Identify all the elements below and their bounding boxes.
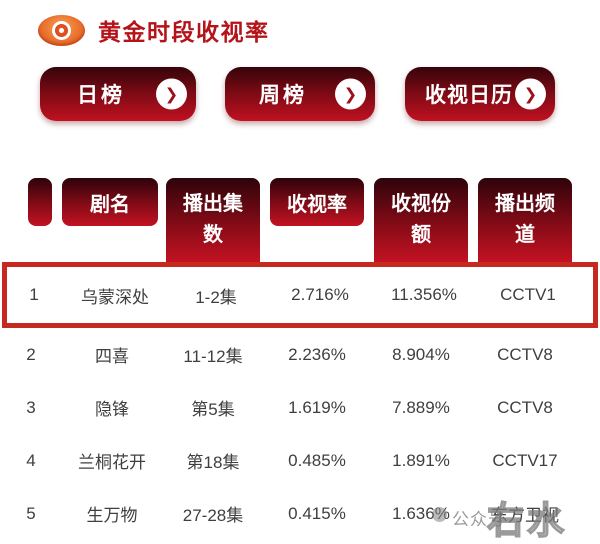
- rating-cell: 2.236%: [288, 344, 346, 364]
- weekly-ranking-label: 周榜: [259, 84, 307, 107]
- page-title: 黄金时段收视率: [98, 19, 270, 45]
- column-header-share: 收视份额: [374, 178, 468, 262]
- eye-icon-iris: [55, 23, 68, 37]
- channel-cell: CCTV8: [497, 344, 553, 364]
- rank-cell: 4: [26, 450, 36, 470]
- ratings-calendar-button[interactable]: 收视日历 ❯: [405, 67, 555, 121]
- column-header-drama-name: 剧名: [62, 178, 158, 226]
- drama-name-cell: 兰桐花开: [78, 453, 146, 472]
- column-header-episodes: 播出集数: [166, 178, 260, 262]
- column-header-label: 播出集数: [183, 193, 243, 246]
- column-header-label: 收视份额: [391, 193, 451, 246]
- share-cell: 1.636%: [392, 503, 450, 523]
- table-body: 2 四喜 11-12集 2.236% 8.904% CCTV8 3 隐锋 第5集…: [0, 328, 600, 540]
- weekly-ranking-button[interactable]: 周榜 ❯: [225, 67, 375, 121]
- episodes-cell: 11-12集: [183, 347, 243, 366]
- drama-name-cell: 四喜: [95, 347, 129, 366]
- channel-cell: CCTV8: [497, 397, 553, 417]
- column-header-rating: 收视率: [270, 178, 364, 226]
- column-header-label: 播出频道: [495, 193, 555, 246]
- column-header-label: 收视率: [287, 193, 347, 216]
- channel-cell: CCTV17: [492, 450, 558, 470]
- table-row[interactable]: 4 兰桐花开 第18集 0.485% 1.891% CCTV17: [0, 434, 600, 487]
- rating-cell: 0.415%: [288, 503, 346, 523]
- channel-cell: 东方卫视: [491, 506, 559, 525]
- share-cell: 7.889%: [392, 397, 450, 417]
- drama-name-cell: 生万物: [86, 506, 138, 525]
- ratings-calendar-label: 收视日历: [425, 84, 513, 107]
- channel-cell: CCTV1: [500, 285, 556, 304]
- episodes-cell: 第5集: [191, 400, 235, 419]
- episodes-cell: 第18集: [186, 453, 240, 472]
- share-cell: 8.904%: [392, 344, 450, 364]
- daily-ranking-button[interactable]: 日榜 ❯: [40, 67, 196, 121]
- daily-ranking-label: 日榜: [77, 84, 125, 107]
- rating-cell: 1.619%: [288, 397, 346, 417]
- table-row[interactable]: 3 隐锋 第5集 1.619% 7.889% CCTV8: [0, 381, 600, 434]
- table-header: 剧名 播出集数 收视率 收视份额 播出频道: [0, 178, 600, 262]
- eye-icon-pupil: [59, 27, 64, 33]
- drama-name-cell: 乌蒙深处: [81, 287, 149, 307]
- drama-name-cell: 隐锋: [95, 400, 129, 419]
- rank-cell: 2: [26, 344, 36, 364]
- tab-button-row: 日榜 ❯ 周榜 ❯ 收视日历 ❯: [0, 67, 600, 121]
- share-cell: 11.356%: [391, 285, 457, 304]
- rating-cell: 0.485%: [288, 450, 346, 470]
- rank-cell: 1: [29, 285, 39, 304]
- column-header-rank: [28, 178, 52, 226]
- table-row-highlighted[interactable]: 1 乌蒙深处 1-2集 2.716% 11.356% CCTV1: [2, 262, 598, 328]
- episodes-cell: 1-2集: [195, 287, 237, 307]
- chevron-right-icon: ❯: [156, 78, 187, 110]
- chevron-right-icon: ❯: [515, 78, 546, 110]
- rank-cell: 3: [26, 397, 36, 417]
- chevron-right-icon: ❯: [335, 78, 366, 110]
- eye-icon: [38, 14, 85, 46]
- share-cell: 1.891%: [392, 450, 450, 470]
- column-header-channel: 播出频道: [478, 178, 572, 262]
- rating-cell: 2.716%: [291, 285, 349, 304]
- column-header-label: 剧名: [90, 193, 130, 216]
- rank-cell: 5: [26, 503, 36, 523]
- table-row[interactable]: 2 四喜 11-12集 2.236% 8.904% CCTV8: [0, 328, 600, 381]
- page-header: 黄金时段收视率: [38, 13, 270, 47]
- table-row[interactable]: 5 生万物 27-28集 0.415% 1.636% 东方卫视: [0, 487, 600, 540]
- episodes-cell: 27-28集: [182, 506, 244, 525]
- eye-icon-ring: [52, 20, 71, 40]
